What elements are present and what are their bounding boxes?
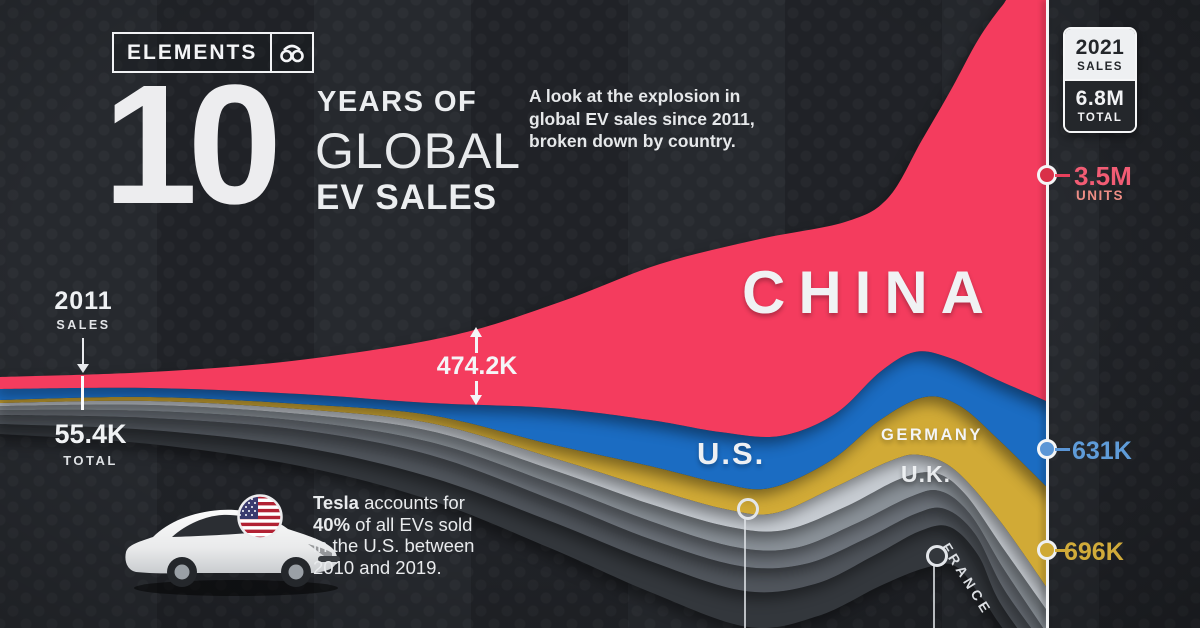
- box-2021-header: 2021 SALES: [1065, 29, 1135, 79]
- us-flag-badge: [236, 493, 284, 546]
- band-france: [0, 404, 1049, 628]
- subtitle-line-3: broken down by country.: [529, 131, 736, 151]
- band-china: [0, 0, 1049, 438]
- mid-annotation-arrow-down-head: [470, 395, 482, 405]
- annotation-2011-label: SALES: [56, 318, 111, 332]
- band-uk: [0, 400, 1049, 614]
- marker-dot-germany: [1037, 540, 1057, 560]
- band-us: [0, 351, 1049, 490]
- binoculars-icon: [272, 34, 312, 71]
- tesla-fact-line-1: Tesla accounts for: [313, 492, 465, 513]
- callout-circle-left: [737, 498, 759, 520]
- down-arrow-head: [77, 364, 89, 373]
- mid-annotation-arrow-down-stem: [475, 381, 478, 397]
- marker-dot-china: [1037, 165, 1057, 185]
- streamgraph-svg: [0, 0, 1049, 628]
- mid-annotation-arrow-up-head: [470, 327, 482, 337]
- annotation-2011-sales: 2011 SALES: [36, 287, 131, 332]
- marker-unit-china: UNITS: [1076, 188, 1124, 203]
- band-germany: [0, 396, 1049, 591]
- title-years-of: YEARS OF: [317, 86, 478, 118]
- title-global: GLOBAL: [315, 123, 522, 179]
- marker-dot-us: [1037, 439, 1057, 459]
- ev-sales-streamgraph: [0, 0, 1049, 628]
- band-label-us: U.S.: [697, 436, 766, 471]
- subtitle-line-2: global EV sales since 2011,: [529, 108, 755, 129]
- box-2021-total: 6.8M TOTAL: [1065, 79, 1135, 131]
- band-label-germany: GERMANY: [881, 426, 983, 444]
- elements-logo-text: ELEMENTS: [127, 41, 258, 64]
- tesla-fact-line-2: 40% of all EVs sold: [313, 513, 473, 535]
- tesla-fact-line-3: in the U.S. between: [313, 535, 475, 556]
- subtitle-line-1: A look at the explosion in: [529, 86, 741, 106]
- band-gray-3: [0, 424, 1018, 628]
- box-2021-year: 2021: [1075, 36, 1125, 59]
- marker-dash-china: [1055, 174, 1070, 177]
- title-big-number: 10: [103, 50, 282, 240]
- callout-line-right: [933, 566, 935, 628]
- band-label-china: CHINA: [742, 259, 997, 326]
- box-2021-sales: 2021 SALES 6.8M TOTAL: [1063, 27, 1137, 133]
- down-arrow-stem: [82, 338, 84, 364]
- annotation-2011-year: 2011: [54, 287, 113, 315]
- title-ev-sales: EV SALES: [316, 178, 498, 217]
- tesla-fact-text: Tesla accounts for 40% of all EVs sold i…: [313, 492, 474, 578]
- tick-2011: [81, 376, 84, 410]
- elements-logo: ELEMENTS: [112, 32, 315, 73]
- box-2021-year-label: SALES: [1077, 61, 1123, 73]
- total-2011-value: 55.4K: [54, 419, 127, 449]
- mid-annotation-arrow-up-stem: [475, 337, 478, 353]
- marker-dash-us: [1055, 448, 1070, 451]
- callout-line-left: [744, 519, 746, 628]
- tesla-car-image: [118, 496, 354, 605]
- marker-value-china: 3.5M: [1074, 161, 1132, 191]
- marker-dash-germany: [1055, 549, 1070, 552]
- band-label-uk: U.K.: [901, 461, 951, 487]
- marker-value-us: 631K: [1072, 437, 1132, 465]
- box-2021-total-value: 6.8M: [1075, 87, 1125, 110]
- logo-divider: [270, 34, 273, 71]
- total-2011-label: TOTAL: [63, 453, 118, 468]
- annotation-2011-total: 55.4K TOTAL: [38, 419, 143, 468]
- marker-value-germany: 696K: [1064, 538, 1124, 566]
- mid-annotation-value: 474.2K: [436, 352, 518, 380]
- callout-circle-right: [926, 545, 948, 567]
- tesla-fact-line-4: 2010 and 2019.: [313, 556, 442, 578]
- chart-subtitle: A look at the explosion in global EV sal…: [529, 85, 809, 153]
- band-gray-2: [0, 415, 1032, 628]
- box-2021-total-label: TOTAL: [1077, 112, 1123, 124]
- axis-2021-line: [1046, 0, 1049, 628]
